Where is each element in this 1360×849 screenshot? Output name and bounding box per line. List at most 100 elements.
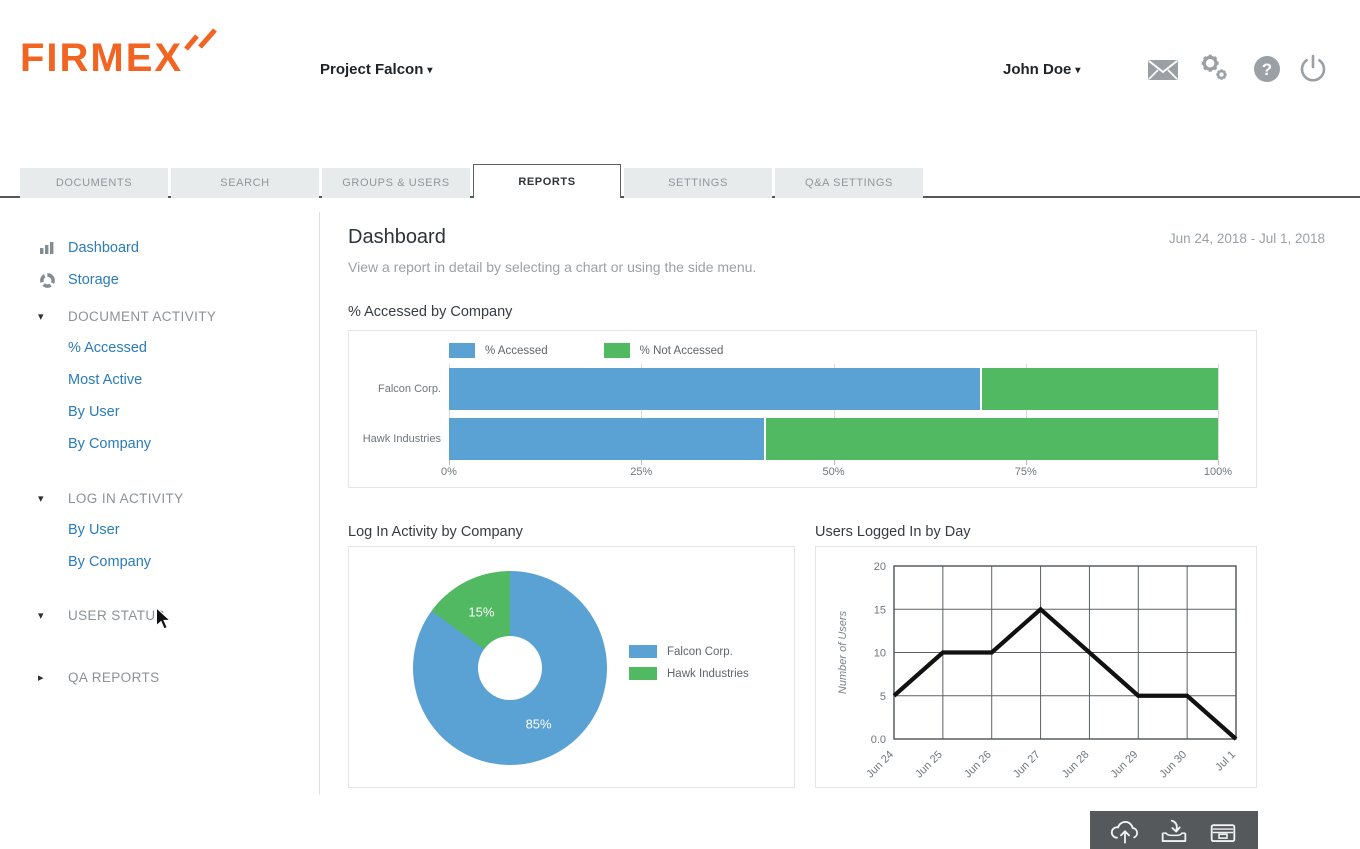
legend-swatch	[629, 667, 657, 680]
x-tick-label: 0%	[441, 466, 457, 478]
project-name: Project Falcon	[320, 61, 424, 78]
axis-tick	[449, 460, 450, 465]
settings-gears-icon[interactable]	[1196, 50, 1230, 84]
tab-q-a-settings[interactable]: Q&A SETTINGS	[775, 168, 923, 198]
sidebar-item-label: Dashboard	[68, 240, 139, 256]
plot-border	[893, 565, 1237, 740]
sidebar-item-by-company[interactable]: By Company	[38, 428, 298, 460]
chevron-down-icon: ▾	[38, 310, 44, 323]
sidebar-item-by-user[interactable]: By User	[38, 514, 298, 546]
legend-label: % Not Accessed	[639, 344, 724, 357]
sidebar-divider	[319, 212, 320, 795]
pie-chart-title: Log In Activity by Company	[348, 524, 523, 540]
donut-hole	[478, 636, 542, 700]
sidebar-section-label: USER STATUS	[68, 607, 165, 623]
legend-swatch	[449, 343, 475, 358]
pie-slice-label: 15%	[468, 604, 495, 620]
page-subtitle: View a report in detail by selecting a c…	[348, 259, 757, 275]
project-selector-dropdown[interactable]: Project Falcon ▾	[320, 61, 432, 78]
x-tick-label: Jun 27	[1011, 749, 1043, 781]
gridline	[449, 364, 450, 460]
y-tick-label: 15	[874, 604, 886, 616]
gridline	[1025, 364, 1027, 460]
bar-chart-title: % Accessed by Company	[348, 304, 513, 320]
pie-chart-legend: Falcon Corp. Hawk Industries	[629, 645, 749, 689]
bar-segment--not-accessed	[979, 368, 1218, 410]
legend-item: % Accessed	[449, 343, 548, 358]
user-name: John Doe	[1003, 61, 1072, 78]
chevron-right-icon: ▸	[38, 671, 44, 684]
y-tick-label: 10	[874, 648, 886, 660]
tab-search[interactable]: SEARCH	[171, 168, 319, 198]
sidebar-section-label: LOG IN ACTIVITY	[68, 490, 184, 506]
users-logged-in-line-panel[interactable]: 0.0 5 10 15 20 Jun 24 Jun 25 Jun 26 Jun 27 Jun 28…	[815, 546, 1257, 788]
x-tick-label: Jun 26	[962, 749, 994, 781]
bar-chart-plot: Falcon Corp. Hawk Industries	[363, 364, 1219, 465]
help-icon[interactable]: ?	[1250, 52, 1284, 86]
x-tick-label: Jul 1	[1213, 749, 1238, 774]
gridline	[833, 364, 835, 460]
legend-item: Falcon Corp.	[629, 645, 749, 658]
mouse-cursor	[156, 607, 172, 630]
y-tick-label: 0.0	[871, 734, 886, 746]
sidebar-section-qa-reports[interactable]: ▸ QA REPORTS	[38, 661, 298, 693]
upload-cloud-icon[interactable]	[1108, 817, 1142, 847]
y-axis-label: Number of Users	[837, 610, 849, 694]
axis-tick	[641, 460, 643, 465]
legend-label: Falcon Corp.	[667, 645, 733, 658]
bar-segment--accessed	[449, 418, 765, 460]
chevron-down-icon: ▾	[38, 609, 44, 622]
x-tick-label: 50%	[822, 466, 845, 478]
sidebar-section-user-status[interactable]: ▾ USER STATUS	[38, 599, 298, 631]
sidebar-item-dashboard[interactable]: Dashboard	[38, 232, 298, 264]
line-chart: 0.0 5 10 15 20 Jun 24 Jun 25 Jun 26 Jun 27 Jun 28…	[837, 561, 1238, 781]
percent-accessed-chart-panel[interactable]: % Accessed % Not Accessed Falcon Corp. Haw…	[348, 330, 1257, 488]
archive-icon[interactable]	[1206, 817, 1240, 847]
gridline	[641, 364, 643, 460]
mail-icon[interactable]	[1146, 52, 1180, 86]
bar-chart-icon	[38, 240, 56, 256]
tab-groups-users[interactable]: GROUPS & USERS	[322, 168, 470, 198]
reports-sidebar: Dashboard Storage ▾ DOCUMENT ACTIVITY % Acce…	[38, 232, 298, 693]
gridline	[1218, 364, 1219, 460]
sidebar-item-by-user[interactable]: By User	[38, 396, 298, 428]
x-tick-label: 75%	[1014, 466, 1037, 478]
power-icon[interactable]	[1296, 52, 1330, 86]
sidebar-item-storage[interactable]: Storage	[38, 264, 298, 296]
axis-tick	[833, 460, 835, 465]
x-tick-label: Jun 29	[1109, 749, 1141, 781]
bar-row: Hawk Industries	[363, 418, 1218, 460]
login-activity-pie-panel[interactable]: 85% 15% Falcon Corp. Hawk Industries	[348, 546, 795, 788]
sidebar-item-accessed[interactable]: % Accessed	[38, 332, 298, 364]
x-tick-label: 100%	[1203, 466, 1233, 478]
line-chart-title: Users Logged In by Day	[815, 524, 971, 540]
date-range-label: Jun 24, 2018 - Jul 1, 2018	[1168, 231, 1325, 246]
sidebar-item-by-company[interactable]: By Company	[38, 546, 298, 578]
user-menu-dropdown[interactable]: John Doe ▾	[1003, 61, 1080, 78]
tab-reports[interactable]: REPORTS	[473, 164, 621, 198]
page-title: Dashboard	[348, 226, 446, 248]
svg-text:?: ?	[1262, 60, 1272, 79]
pie-slice-label: 85%	[525, 716, 552, 732]
sidebar-section-log-in-activity[interactable]: ▾ LOG IN ACTIVITY	[38, 482, 298, 514]
tab-documents[interactable]: DOCUMENTS	[20, 168, 168, 198]
logo-accent-strokes	[184, 28, 217, 51]
sidebar-item-label: By Company	[68, 554, 152, 570]
tab-bar: DOCUMENTS SEARCH GROUPS & USERS REPORTS SETT…	[0, 164, 1360, 198]
sidebar-item-most-active[interactable]: Most Active	[38, 364, 298, 396]
axis-tick	[1025, 460, 1027, 465]
sidebar-section-label: DOCUMENT ACTIVITY	[68, 308, 217, 324]
x-tick-label: Jun 28	[1060, 749, 1092, 781]
bar-segment--not-accessed	[764, 418, 1218, 460]
sidebar-item-label: Storage	[68, 272, 119, 288]
chevron-down-icon: ▾	[38, 492, 44, 505]
sidebar-item-label: By User	[68, 404, 120, 420]
axis-tick	[1218, 460, 1219, 465]
sidebar-item-label: By User	[68, 522, 120, 538]
bar-chart-legend: % Accessed % Not Accessed	[449, 343, 1256, 358]
tab-settings[interactable]: SETTINGS	[624, 168, 772, 198]
legend-item: Hawk Industries	[629, 667, 749, 680]
bar-chart-x-axis: 0% 25% 50% 75% 100%	[441, 460, 1232, 478]
sidebar-section-document-activity[interactable]: ▾ DOCUMENT ACTIVITY	[38, 300, 298, 332]
export-tray-icon[interactable]	[1157, 817, 1191, 847]
